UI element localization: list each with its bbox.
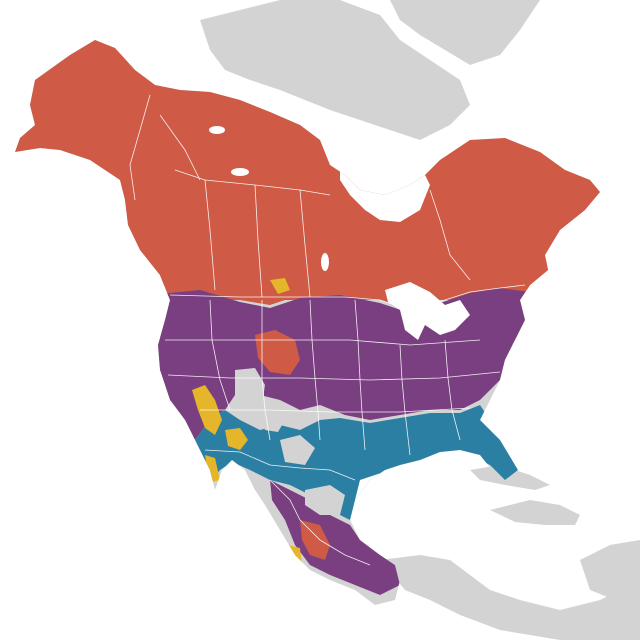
canada-provinces-5	[159, 114, 201, 181]
west-breeding-patch	[255, 330, 300, 375]
alaska-border	[129, 94, 151, 201]
non-breeding-range	[195, 405, 518, 520]
greenland	[390, 0, 540, 65]
background-land	[200, 0, 640, 640]
us-canada-border	[169, 284, 526, 311]
south-america	[580, 540, 640, 600]
great-slave-lake	[231, 168, 249, 176]
west-unoccupied-patch-2	[280, 435, 315, 465]
us-states-grid-8	[399, 344, 411, 456]
us-states-grid-9	[444, 339, 461, 441]
great-lakes	[385, 282, 470, 340]
mexico-plateau	[305, 485, 345, 515]
hudson-region	[330, 130, 440, 195]
us-mexico-border	[204, 449, 356, 481]
migration-patch-baja	[205, 455, 220, 482]
us-states-grid-3	[200, 407, 471, 413]
caribbean-islands	[490, 500, 580, 525]
mexico-year-round	[270, 480, 400, 595]
mexico-states	[269, 479, 371, 566]
us-states-grid-5	[261, 300, 271, 441]
migration-patch-mexico	[288, 545, 302, 566]
migration-patch-north	[270, 278, 290, 294]
canada-provinces-6	[429, 189, 471, 281]
mexico-breeding-patch	[300, 520, 330, 560]
canada-provinces-3	[254, 184, 263, 298]
great-bear-lake	[209, 126, 225, 134]
us-states-grid-1	[165, 339, 481, 346]
migration-patch-southwest	[225, 428, 248, 450]
borders	[129, 94, 526, 566]
lake-winnipeg	[321, 253, 329, 271]
west-unoccupied-patch-1	[235, 368, 265, 412]
central-america	[380, 555, 640, 640]
canada-provinces-4	[299, 189, 311, 298]
canada-provinces-2	[204, 179, 216, 291]
us-states-grid-6	[309, 299, 321, 441]
us-states-grid-4	[209, 299, 231, 411]
arctic-islands	[200, 0, 470, 140]
us-states-grid-7	[354, 299, 366, 451]
